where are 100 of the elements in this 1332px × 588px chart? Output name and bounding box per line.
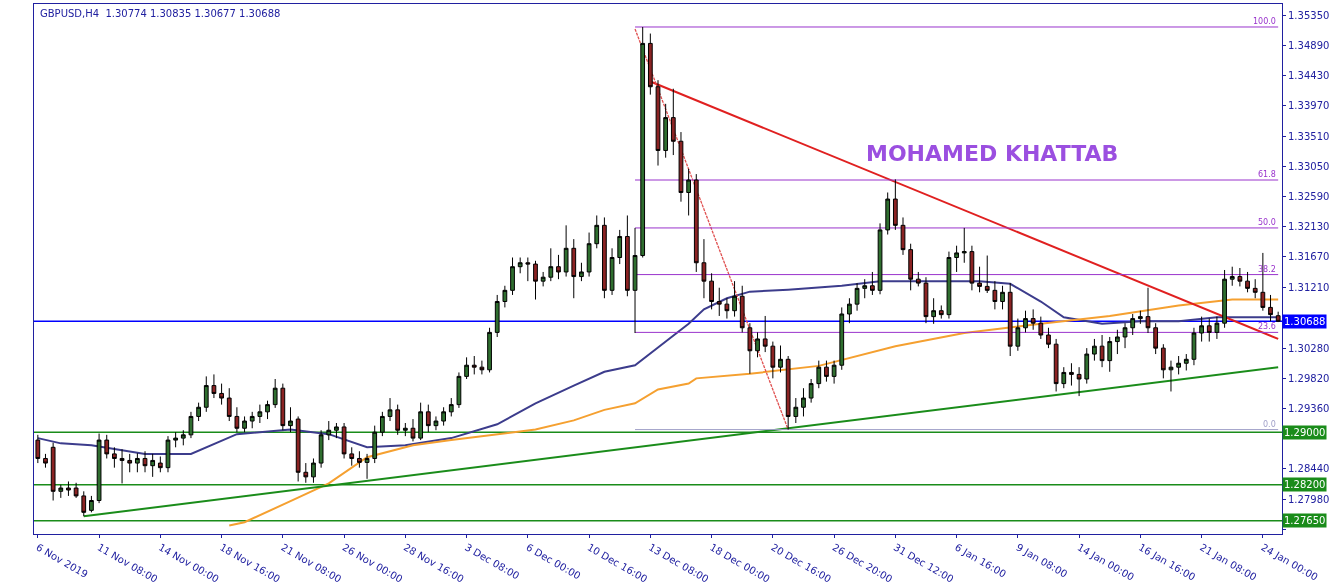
candlestick	[1084, 347, 1090, 385]
candlestick	[785, 355, 791, 431]
candlestick	[295, 415, 301, 482]
candlestick	[701, 238, 707, 299]
candlestick	[433, 415, 439, 431]
candlestick	[517, 257, 523, 274]
candlestick	[173, 431, 179, 448]
y-tick-label: 1.29360	[1288, 403, 1330, 415]
y-tick-label: 1.28440	[1288, 463, 1330, 475]
candlestick	[257, 404, 263, 424]
candlestick	[1038, 316, 1044, 340]
candlestick	[992, 280, 998, 310]
candlestick	[693, 173, 699, 273]
candlestick	[502, 285, 508, 308]
candlestick	[96, 433, 102, 504]
candlestick	[1145, 287, 1151, 334]
candlestick	[35, 434, 41, 464]
candlestick	[670, 88, 676, 156]
series-label: 0.0	[1263, 420, 1276, 429]
candlestick	[709, 272, 714, 310]
candlestick	[663, 103, 669, 159]
candlestick	[808, 378, 814, 404]
candlestick	[579, 262, 584, 282]
y-tick-label: 1.34430	[1288, 70, 1330, 82]
annotation: MOHAMED KHATTAB	[866, 141, 1119, 166]
candlestick	[1099, 334, 1105, 368]
candlestick	[1107, 336, 1113, 373]
candlestick	[471, 355, 477, 375]
y-tick-label: 1.31210	[1288, 281, 1330, 293]
candlestick	[961, 227, 967, 264]
candlestick	[847, 297, 852, 324]
candlestick	[1252, 278, 1258, 299]
candlestick	[609, 247, 615, 296]
candlestick	[1222, 269, 1227, 329]
candlestick	[81, 490, 87, 517]
candlestick	[425, 404, 431, 433]
candlestick	[770, 341, 776, 379]
candlestick	[640, 26, 646, 259]
candlestick	[448, 397, 454, 417]
candlestick	[931, 297, 937, 325]
candlestick	[969, 245, 975, 291]
candlestick	[724, 297, 730, 320]
candlestick	[839, 306, 845, 371]
candlestick	[303, 462, 309, 484]
candlestick	[280, 383, 286, 431]
candlestick	[625, 214, 630, 297]
candlestick	[548, 247, 554, 282]
candlestick	[242, 415, 247, 433]
candlestick	[892, 178, 898, 231]
candlestick	[946, 251, 952, 320]
candlestick	[226, 387, 232, 422]
ref-line-label: 1.28200	[1284, 479, 1326, 490]
candlestick	[1092, 338, 1097, 362]
candlestick	[104, 434, 110, 459]
candlestick	[479, 360, 485, 375]
candlestick	[288, 406, 293, 433]
candlestick	[655, 79, 661, 167]
candlestick	[249, 411, 255, 429]
candlestick	[563, 224, 569, 278]
candlestick	[984, 255, 990, 294]
candlestick	[66, 480, 71, 497]
candlestick	[456, 371, 462, 409]
candlestick	[1122, 322, 1128, 349]
y-tick-label: 1.33050	[1288, 160, 1330, 172]
candlestick	[831, 360, 837, 385]
candlestick	[487, 327, 492, 373]
candlestick	[533, 260, 538, 301]
candlestick	[395, 404, 401, 436]
candlestick	[938, 304, 944, 320]
candlestick	[594, 214, 600, 249]
candlestick	[372, 425, 378, 464]
candlestick	[617, 229, 623, 265]
candlestick	[1137, 310, 1143, 325]
y-tick-label: 1.35350	[1288, 9, 1330, 21]
candlestick	[73, 482, 79, 499]
candlestick	[1206, 318, 1212, 343]
candlestick	[1168, 360, 1174, 392]
candlestick	[908, 243, 914, 291]
candlestick	[1268, 294, 1273, 322]
candlestick	[387, 397, 393, 422]
candlestick	[157, 456, 163, 473]
candlestick	[716, 287, 722, 317]
candlestick	[272, 378, 278, 409]
candlestick	[165, 435, 171, 473]
candlestick	[1130, 313, 1136, 336]
y-tick-label: 1.32590	[1288, 190, 1330, 202]
candlestick	[1176, 355, 1182, 375]
candlestick	[739, 285, 745, 333]
candlestick	[334, 422, 339, 439]
candlestick	[127, 453, 133, 473]
candlestick	[602, 216, 607, 299]
candlestick	[977, 266, 982, 293]
candlestick	[43, 453, 48, 469]
candlestick	[762, 315, 768, 353]
candlestick	[1115, 329, 1120, 355]
candlestick	[311, 457, 316, 484]
candlestick	[1183, 353, 1189, 371]
candlestick	[50, 442, 56, 502]
y-tick-label: 1.29820	[1288, 372, 1330, 384]
candlestick	[915, 271, 921, 287]
